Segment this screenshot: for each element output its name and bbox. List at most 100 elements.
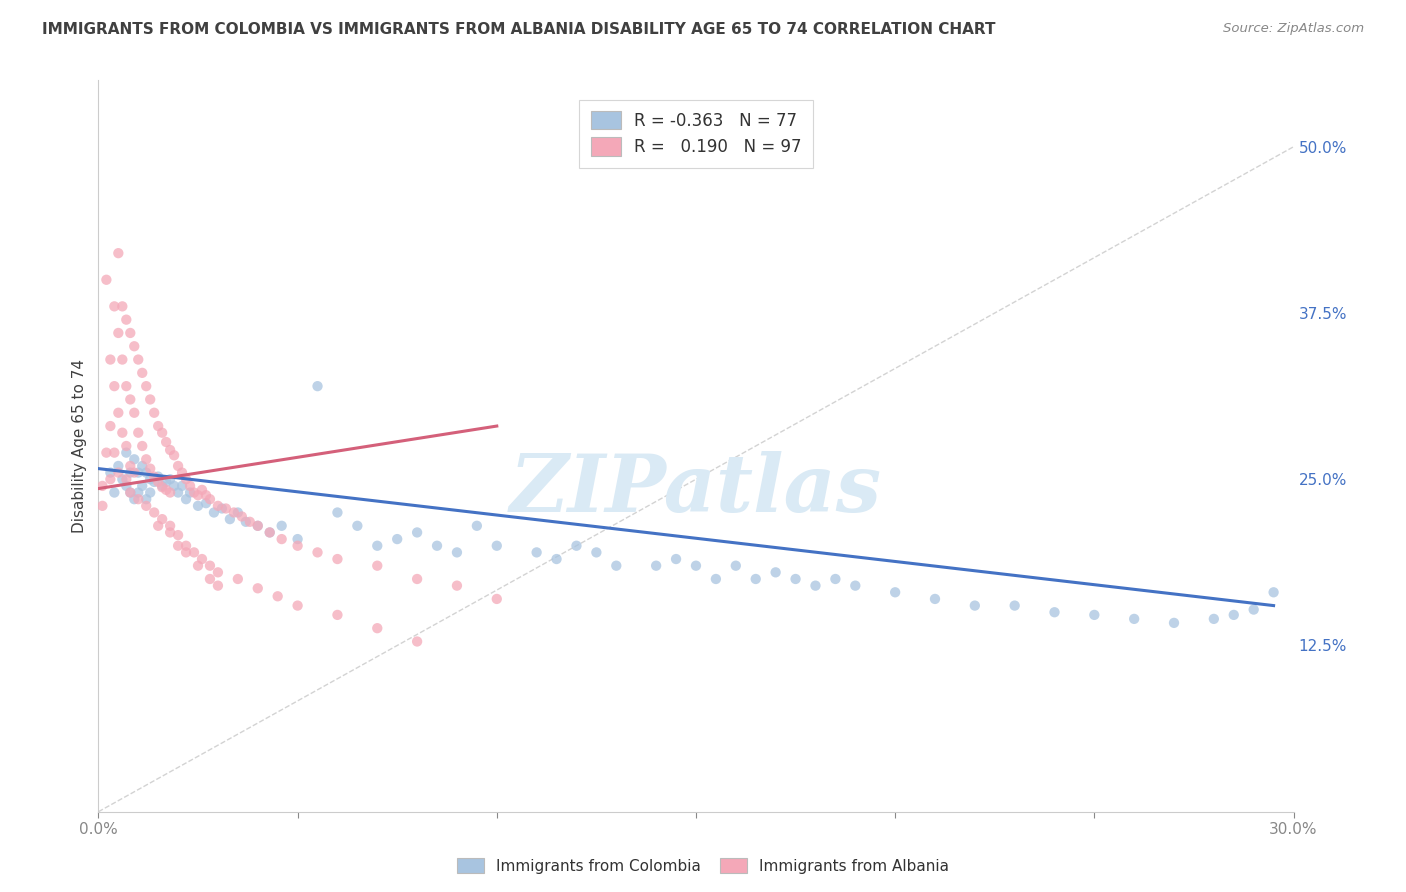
Point [246, 582, 269, 596]
Point [485, 539, 508, 553]
Point [202, 506, 225, 520]
Point [159, 485, 181, 500]
Point [267, 589, 290, 603]
Point [111, 299, 134, 313]
Point [179, 479, 201, 493]
Point [366, 621, 388, 635]
Point [465, 518, 488, 533]
Point [120, 485, 142, 500]
Point [526, 545, 548, 559]
Point [174, 545, 197, 559]
Point [120, 326, 142, 340]
Point [167, 539, 190, 553]
Point [135, 499, 157, 513]
Point [98, 352, 122, 367]
Point [259, 525, 281, 540]
Point [127, 485, 149, 500]
Point [135, 379, 157, 393]
Point [187, 558, 209, 573]
Point [231, 509, 253, 524]
Point [198, 572, 221, 586]
Point [103, 379, 125, 393]
Point [115, 472, 138, 486]
Point [143, 469, 166, 483]
Point [107, 246, 129, 260]
Point [150, 512, 173, 526]
Point [131, 458, 153, 473]
Point [163, 448, 186, 462]
Point [167, 458, 190, 473]
Point [127, 466, 149, 480]
Point [143, 475, 166, 489]
Point [174, 472, 197, 486]
Point [1083, 607, 1105, 622]
Point [645, 558, 668, 573]
Point [346, 518, 368, 533]
Point [1223, 607, 1246, 622]
Point [124, 406, 146, 420]
Point [270, 532, 292, 546]
Legend: R = -0.363   N = 77, R =   0.190   N = 97: R = -0.363 N = 77, R = 0.190 N = 97 [579, 100, 813, 168]
Point [103, 299, 125, 313]
Point [115, 479, 138, 493]
Point [426, 539, 449, 553]
Point [120, 466, 142, 480]
Point [326, 607, 349, 622]
Point [150, 479, 173, 493]
Point [307, 379, 329, 393]
Point [124, 452, 146, 467]
Point [124, 466, 146, 480]
Point [963, 599, 986, 613]
Point [605, 558, 627, 573]
Point [239, 515, 262, 529]
Point [172, 479, 194, 493]
Point [215, 501, 238, 516]
Point [127, 492, 149, 507]
Point [103, 445, 125, 459]
Point [1243, 602, 1265, 616]
Point [135, 466, 157, 480]
Point [187, 499, 209, 513]
Point [1163, 615, 1185, 630]
Point [111, 472, 134, 486]
Point [96, 273, 118, 287]
Point [107, 326, 129, 340]
Point [159, 472, 181, 486]
Point [326, 552, 349, 566]
Point [287, 539, 309, 553]
Point [187, 488, 209, 502]
Point [98, 466, 122, 480]
Point [167, 485, 190, 500]
Point [120, 485, 142, 500]
Point [222, 506, 245, 520]
Point [270, 518, 292, 533]
Point [191, 552, 214, 566]
Point [127, 425, 149, 440]
Point [207, 566, 229, 580]
Point [191, 483, 214, 497]
Point [135, 492, 157, 507]
Point [174, 539, 197, 553]
Point [96, 445, 118, 459]
Point [884, 585, 907, 599]
Point [307, 545, 329, 559]
Point [120, 458, 142, 473]
Point [326, 506, 349, 520]
Point [198, 558, 221, 573]
Point [287, 532, 309, 546]
Point [159, 518, 181, 533]
Point [115, 312, 138, 326]
Point [155, 483, 177, 497]
Point [665, 552, 688, 566]
Point [143, 506, 166, 520]
Point [1004, 599, 1026, 613]
Point [1263, 585, 1285, 599]
Point [406, 634, 429, 648]
Point [446, 545, 468, 559]
Point [120, 392, 142, 407]
Point [1123, 612, 1146, 626]
Point [366, 539, 388, 553]
Point [235, 515, 257, 529]
Point [103, 485, 125, 500]
Point [148, 419, 170, 434]
